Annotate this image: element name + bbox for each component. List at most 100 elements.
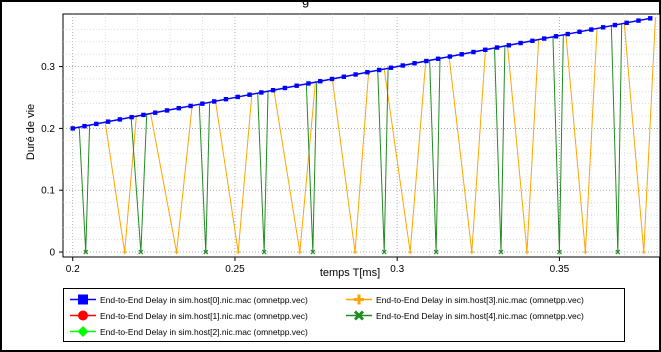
marker-host4 (556, 249, 562, 255)
marker-host0 (294, 83, 299, 88)
legend: End-to-End Delay in sim.host[0].nic.mac … (63, 288, 625, 342)
marker-host4 (203, 249, 209, 255)
legend-swatch (70, 310, 96, 321)
axis-ticks: 0.2 0.25 0.3 0.35 0 0.1 0.2 0.3 (41, 62, 569, 275)
marker-host3 (122, 250, 127, 255)
marker-host0 (471, 49, 476, 55)
marker-host0 (306, 81, 311, 86)
marker-host0 (235, 94, 240, 100)
marker-host0 (200, 101, 205, 106)
marker-host0 (577, 29, 582, 35)
marker-host3 (297, 250, 302, 255)
x-axis-label: temps T[ms] (320, 267, 380, 279)
legend-item: End-to-End Delay in sim.host[3].nic.mac … (346, 293, 584, 306)
marker-host0 (506, 43, 512, 48)
marker-host0 (600, 25, 606, 30)
marker-host0 (117, 117, 123, 122)
x-tick-label: 0.35 (550, 264, 570, 275)
marker-host0 (388, 65, 394, 70)
marker-host0 (424, 58, 429, 64)
marker-host0 (365, 70, 370, 75)
legend-item: End-to-End Delay in sim.host[2].nic.mac … (70, 325, 308, 338)
marker-host4 (615, 249, 621, 255)
legend-item: End-to-End Delay in sim.host[0].nic.mac … (70, 293, 308, 306)
marker-host4 (138, 249, 144, 255)
marker-host0 (82, 123, 87, 129)
marker-host3 (236, 250, 241, 255)
y-tick-label: 0.3 (41, 62, 55, 73)
x-tick-label: 0.3 (390, 264, 404, 275)
marker-host0 (648, 16, 653, 21)
marker-host0 (376, 67, 382, 73)
legend-marker-circle (78, 310, 88, 321)
legend-label: End-to-End Delay in sim.host[1].nic.mac … (100, 310, 308, 321)
marker-host0 (259, 90, 264, 95)
marker-host0 (494, 45, 500, 50)
legend-marker-diamond (77, 326, 89, 337)
legend-swatch (70, 294, 96, 305)
marker-host0 (270, 88, 276, 93)
marker-host0 (483, 47, 488, 52)
marker-host0 (341, 74, 347, 79)
marker-host0 (541, 36, 547, 41)
marker-host4 (498, 249, 504, 255)
marker-host0 (176, 105, 182, 111)
legend-marker-square (78, 294, 88, 305)
marker-host4 (381, 249, 387, 255)
x-tick-label: 0.25 (225, 264, 245, 275)
marker-host4 (261, 249, 267, 255)
marker-host0 (247, 92, 252, 97)
legend-item: End-to-End Delay in sim.host[1].nic.mac … (70, 309, 308, 322)
legend-label: End-to-End Delay in sim.host[0].nic.mac … (100, 294, 308, 305)
marker-host0 (412, 61, 417, 66)
legend-swatch (346, 310, 372, 321)
series-layer (70, 16, 656, 255)
marker-host3 (353, 250, 358, 255)
marker-host0 (70, 126, 75, 131)
marker-host0 (329, 76, 335, 82)
marker-host0 (223, 96, 229, 102)
marker-host0 (459, 52, 464, 57)
legend-label: End-to-End Delay in sim.host[3].nic.mac … (376, 294, 584, 305)
marker-host0 (435, 56, 441, 61)
marker-host0 (164, 108, 170, 113)
y-tick-label: 0.1 (41, 186, 55, 197)
marker-host0 (188, 103, 193, 109)
marker-host0 (530, 38, 535, 43)
marker-host3 (408, 250, 413, 255)
marker-host0 (565, 31, 570, 37)
legend-swatch (346, 294, 372, 305)
marker-host0 (553, 34, 559, 39)
marker-host3 (641, 250, 646, 255)
marker-host0 (447, 54, 453, 59)
marker-host3 (174, 250, 179, 255)
marker-host0 (589, 27, 594, 32)
marker-host3 (469, 250, 474, 255)
marker-host3 (583, 250, 588, 255)
marker-host4 (433, 249, 439, 255)
chart-title-fragment: g (302, 0, 310, 8)
legend-marker-x (353, 310, 365, 321)
marker-host0 (353, 72, 358, 77)
marker-host0 (282, 85, 288, 91)
marker-host4 (310, 249, 316, 255)
marker-host0 (94, 121, 99, 127)
marker-host4 (83, 249, 89, 255)
legend-marker-plus (354, 294, 364, 305)
marker-host0 (141, 112, 146, 118)
marker-host0 (612, 22, 618, 28)
legend-swatch (70, 326, 96, 337)
legend-item: End-to-End Delay in sim.host[4].nic.mac … (346, 309, 584, 322)
x-tick-label: 0.2 (66, 264, 80, 275)
y-axis-label: Duré de vie (25, 104, 37, 160)
marker-host0 (636, 18, 641, 23)
legend-label: End-to-End Delay in sim.host[2].nic.mac … (100, 326, 308, 337)
marker-host3 (524, 250, 529, 255)
marker-host0 (518, 40, 523, 46)
marker-host0 (318, 79, 323, 84)
marker-host0 (211, 99, 217, 104)
y-tick-label: 0 (49, 248, 55, 259)
marker-host0 (624, 20, 629, 26)
plot-area (62, 13, 661, 258)
